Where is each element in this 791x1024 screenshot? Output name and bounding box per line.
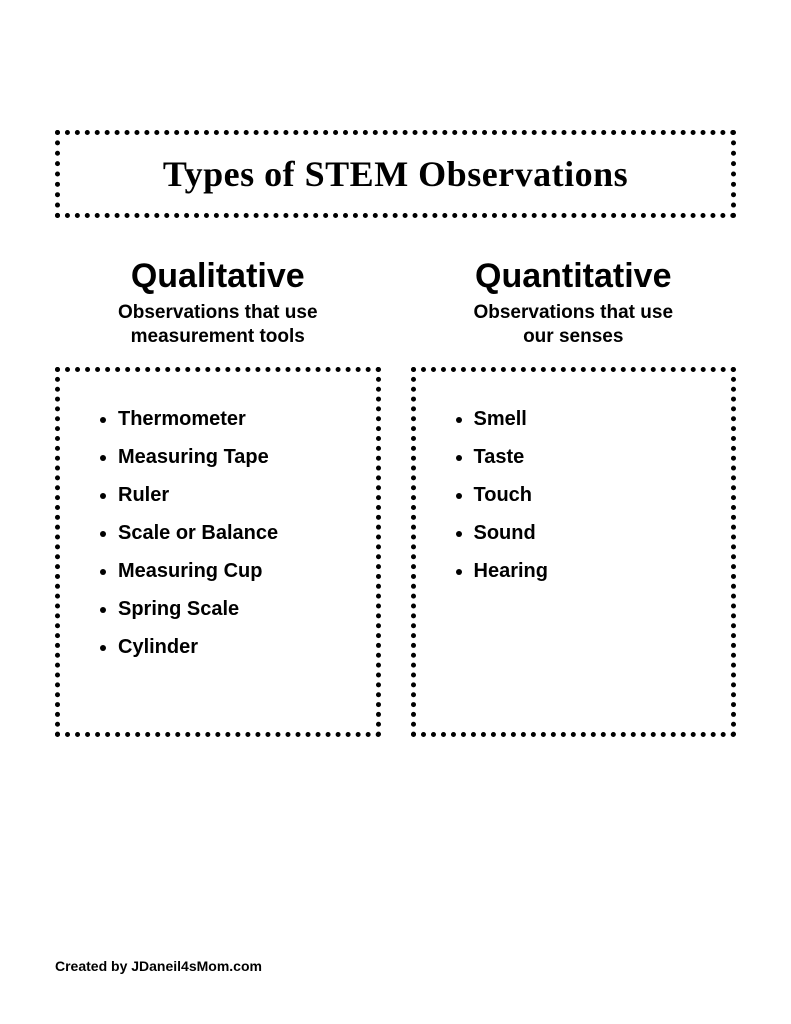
quantitative-title: Quantitative	[411, 258, 737, 295]
quantitative-subtitle: Observations that use our senses	[411, 301, 737, 349]
quantitative-sub-line1: Observations that use	[473, 302, 673, 323]
list-item: Hearing	[474, 552, 712, 590]
quantitative-list-box: Smell Taste Touch Sound Hearing	[411, 367, 737, 737]
list-item: Ruler	[118, 476, 356, 514]
qualitative-list-box: Thermometer Measuring Tape Ruler Scale o…	[55, 367, 381, 737]
qualitative-column: Qualitative Observations that use measur…	[55, 258, 381, 737]
page-title: Types of STEM Observations	[70, 153, 721, 195]
list-item: Spring Scale	[118, 590, 356, 628]
worksheet-page: Types of STEM Observations Qualitative O…	[0, 0, 791, 737]
columns-container: Qualitative Observations that use measur…	[55, 258, 736, 737]
credit-line: Created by JDaneil4sMom.com	[55, 958, 262, 974]
quantitative-list: Smell Taste Touch Sound Hearing	[446, 400, 712, 590]
list-item: Taste	[474, 438, 712, 476]
qualitative-title: Qualitative	[55, 258, 381, 295]
quantitative-column: Quantitative Observations that use our s…	[411, 258, 737, 737]
quantitative-header: Quantitative Observations that use our s…	[411, 258, 737, 349]
qualitative-sub-line2: measurement tools	[131, 326, 305, 347]
list-item: Cylinder	[118, 628, 356, 666]
list-item: Scale or Balance	[118, 514, 356, 552]
qualitative-subtitle: Observations that use measurement tools	[55, 301, 381, 349]
title-box: Types of STEM Observations	[55, 130, 736, 218]
qualitative-list: Thermometer Measuring Tape Ruler Scale o…	[90, 400, 356, 666]
list-item: Sound	[474, 514, 712, 552]
list-item: Measuring Cup	[118, 552, 356, 590]
list-item: Touch	[474, 476, 712, 514]
list-item: Smell	[474, 400, 712, 438]
qualitative-sub-line1: Observations that use	[118, 302, 318, 323]
qualitative-header: Qualitative Observations that use measur…	[55, 258, 381, 349]
list-item: Thermometer	[118, 400, 356, 438]
list-item: Measuring Tape	[118, 438, 356, 476]
quantitative-sub-line2: our senses	[523, 326, 623, 347]
